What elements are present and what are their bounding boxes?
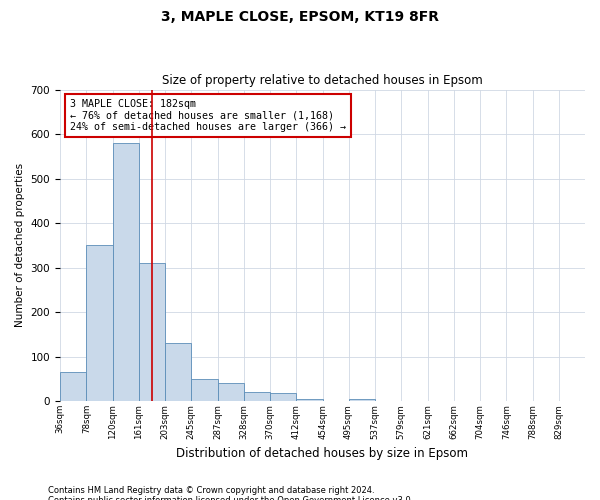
Y-axis label: Number of detached properties: Number of detached properties	[15, 163, 25, 328]
Text: 3, MAPLE CLOSE, EPSOM, KT19 8FR: 3, MAPLE CLOSE, EPSOM, KT19 8FR	[161, 10, 439, 24]
Text: 3 MAPLE CLOSE: 182sqm
← 76% of detached houses are smaller (1,168)
24% of semi-d: 3 MAPLE CLOSE: 182sqm ← 76% of detached …	[70, 99, 346, 132]
X-axis label: Distribution of detached houses by size in Epsom: Distribution of detached houses by size …	[176, 447, 469, 460]
Bar	[296, 399, 323, 401]
Bar	[60, 372, 86, 401]
Text: Contains public sector information licensed under the Open Government Licence v3: Contains public sector information licen…	[48, 496, 413, 500]
Bar	[139, 263, 165, 401]
Title: Size of property relative to detached houses in Epsom: Size of property relative to detached ho…	[162, 74, 483, 87]
Bar	[113, 143, 139, 401]
Bar	[86, 246, 113, 401]
Bar	[349, 399, 375, 401]
Bar	[218, 383, 244, 401]
Bar	[191, 379, 218, 401]
Bar	[270, 393, 296, 401]
Text: Contains HM Land Registry data © Crown copyright and database right 2024.: Contains HM Land Registry data © Crown c…	[48, 486, 374, 495]
Bar	[165, 343, 191, 401]
Bar	[244, 392, 270, 401]
